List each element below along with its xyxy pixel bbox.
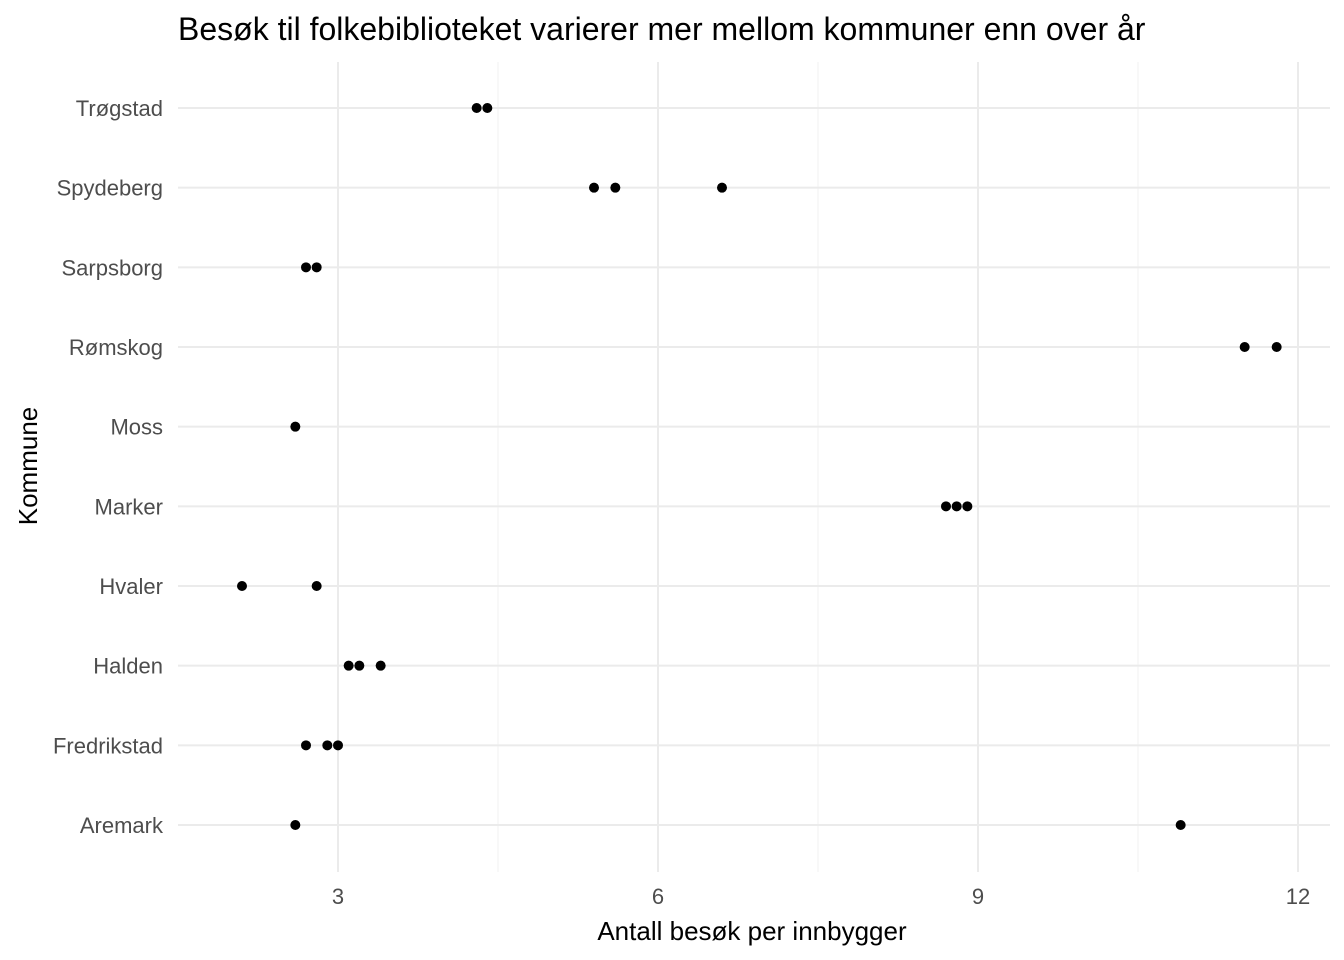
x-tick-label: 3 (332, 884, 344, 909)
y-tick-label: Halden (93, 654, 163, 679)
y-tick-label: Rømskog (69, 335, 163, 360)
data-point (471, 103, 482, 113)
data-point (951, 501, 962, 512)
data-point (311, 262, 322, 273)
y-tick-label: Aremark (80, 813, 164, 838)
data-point (962, 501, 973, 512)
data-points (237, 103, 1282, 830)
data-point (311, 581, 322, 591)
y-tick-label: Fredrikstad (53, 733, 163, 758)
x-tick-label: 9 (972, 884, 984, 909)
data-point (1271, 342, 1282, 352)
data-point (941, 501, 951, 512)
data-point (482, 103, 493, 113)
data-point (717, 182, 727, 193)
y-tick-label: Marker (95, 494, 163, 519)
y-axis-title: Kommune (13, 407, 43, 526)
data-point (354, 660, 365, 671)
data-point (290, 820, 301, 830)
data-point (610, 182, 621, 193)
data-point (322, 740, 333, 751)
y-tick-label: Sarpsborg (61, 255, 163, 280)
x-axis-title: Antall besøk per innbygger (597, 916, 907, 946)
y-tick-label: Moss (110, 415, 163, 440)
data-point (343, 660, 354, 671)
y-tick-labels: Aremark Fredrikstad Halden Hvaler Marker Moss… (53, 96, 164, 838)
data-point (1239, 342, 1250, 352)
data-point (290, 421, 301, 432)
data-point (301, 262, 311, 273)
data-point (1175, 820, 1186, 830)
y-tick-label: Hvaler (99, 574, 163, 599)
data-point (301, 740, 311, 751)
x-tick-label: 6 (652, 884, 664, 909)
grid (178, 62, 1330, 872)
x-tick-labels: 3 6 9 12 (332, 884, 1310, 909)
data-point (333, 740, 343, 751)
data-point (589, 182, 599, 193)
data-point (237, 581, 247, 591)
y-tick-label: Spydeberg (57, 176, 163, 201)
chart-title: Besøk til folkebiblioteket varierer mer … (178, 11, 1146, 47)
data-point (375, 660, 386, 671)
y-tick-label: Trøgstad (76, 96, 163, 121)
x-tick-label: 12 (1286, 884, 1310, 909)
